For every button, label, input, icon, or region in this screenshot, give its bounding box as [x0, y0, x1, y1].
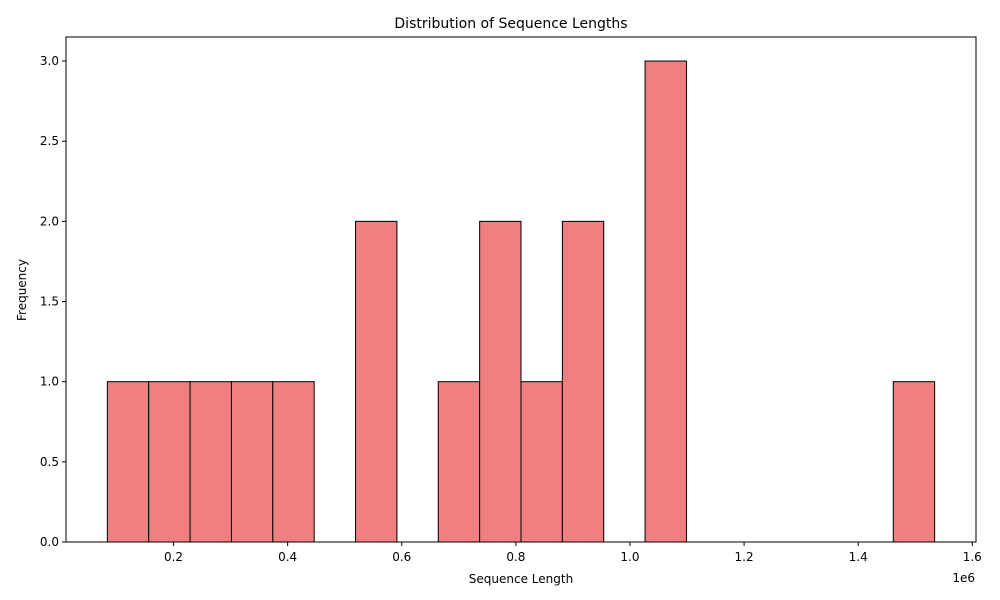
x-tick-label: 0.8 — [506, 550, 525, 564]
histogram-bar — [355, 220, 398, 543]
histogram-bar — [106, 381, 150, 543]
histogram-bar — [148, 381, 191, 543]
y-tick-label: 2.5 — [40, 134, 59, 148]
y-axis-label: Frequency — [15, 259, 29, 321]
x-tick-label: 1.0 — [620, 550, 639, 564]
x-axis-label: Sequence Length — [469, 572, 573, 586]
y-tick-label: 0.5 — [40, 455, 59, 469]
x-tick-label: 1.4 — [849, 550, 868, 564]
x-tick-label: 0.2 — [164, 550, 183, 564]
histogram-bar — [479, 220, 522, 543]
histogram-bar — [644, 60, 687, 543]
histogram-bar — [520, 381, 563, 543]
plot-frame — [65, 36, 977, 543]
histogram-bar — [272, 381, 315, 543]
x-axis-offset-text: 1e6 — [952, 571, 975, 585]
y-axis-ticks: 0.0 0.5 1.0 1.5 2.0 2.5 3.0 — [40, 54, 66, 549]
chart-title: Distribution of Sequence Lengths — [394, 16, 627, 32]
bars-group — [106, 60, 936, 543]
x-tick-label: 1.6 — [963, 550, 982, 564]
y-tick-label: 0.0 — [40, 535, 59, 549]
x-tick-label: 0.4 — [278, 550, 297, 564]
y-tick-label: 3.0 — [40, 54, 59, 68]
histogram-bar — [892, 381, 936, 543]
y-tick-label: 1.5 — [40, 295, 59, 309]
x-tick-label: 0.6 — [392, 550, 411, 564]
histogram-bar — [230, 381, 274, 543]
y-tick-label: 2.0 — [40, 214, 59, 228]
y-tick-label: 1.0 — [40, 375, 59, 389]
x-axis-ticks: 0.2 0.4 0.6 0.8 1.0 1.2 1.4 1.6 — [164, 542, 982, 564]
histogram-bar — [437, 381, 481, 543]
histogram-bar — [189, 381, 232, 543]
x-tick-label: 1.2 — [735, 550, 754, 564]
histogram-bar — [561, 220, 605, 543]
